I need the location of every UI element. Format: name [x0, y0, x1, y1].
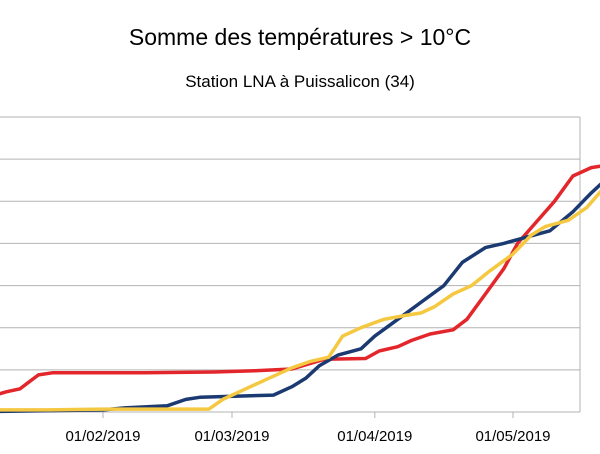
gridlines: [0, 116, 581, 413]
chart-title: Somme des températures > 10°C: [128, 24, 472, 50]
series-line-3: [0, 189, 600, 412]
series-line-2: [0, 182, 600, 414]
x-tick-label: 01/02/2019: [65, 428, 140, 445]
series-line-1: [0, 164, 600, 396]
series-lines: [0, 164, 600, 414]
chart-subtitle: Station LNA à Puissalicon (34): [185, 72, 415, 91]
x-tick-label: 01/04/2019: [337, 428, 412, 445]
x-axis: 01/01/201901/02/201901/03/201901/04/2019…: [65, 412, 551, 445]
x-tick-label: 01/05/2019: [475, 428, 550, 445]
x-tick-label: 01/03/2019: [194, 428, 269, 445]
